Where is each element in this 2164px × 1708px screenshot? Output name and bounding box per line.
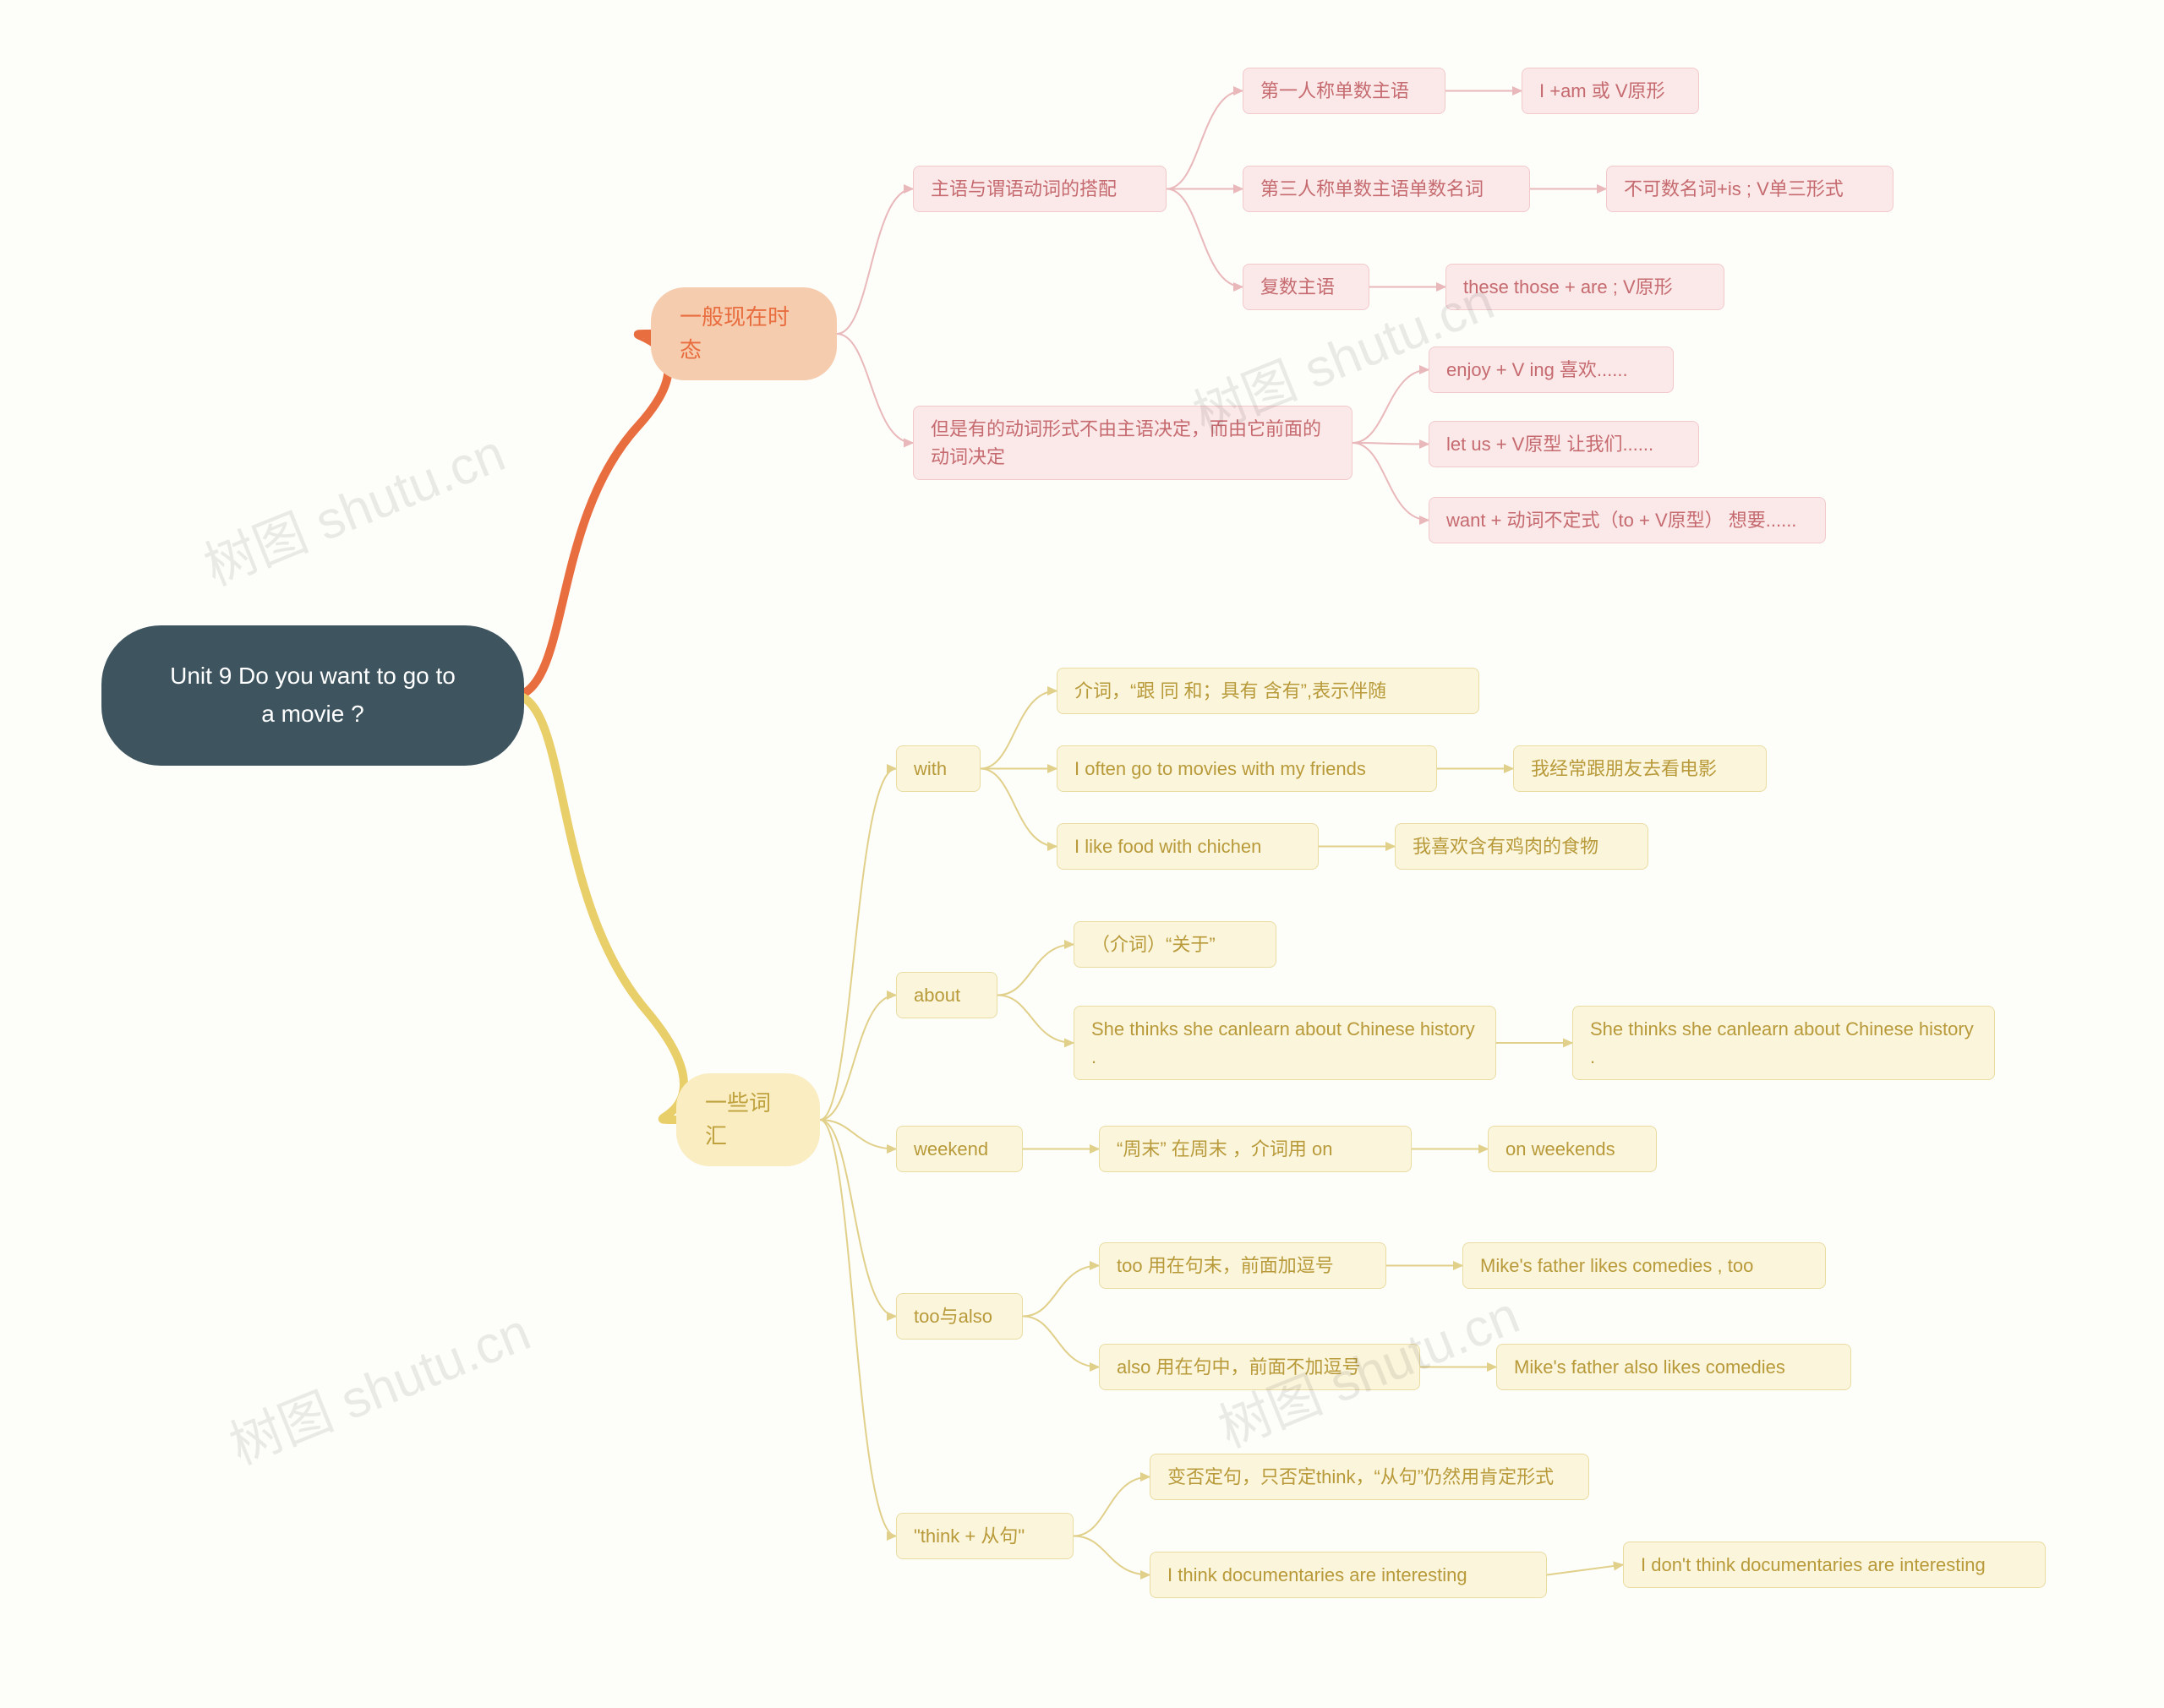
node-b2c1x: on weekends [1488,1126,1657,1172]
node-b2b: about [896,972,997,1018]
node-b2b2: She thinks she canlearn about Chinese hi… [1074,1006,1496,1080]
node-b2a: with [896,745,981,792]
node-b2a1: 介词，“跟 同 和；具有 含有”,表示伴随 [1057,668,1479,714]
node-b2: 一些词汇 [676,1073,820,1166]
node-b2d1x: Mike's father likes comedies , too [1462,1242,1826,1289]
node-b1a3x: these those + are ; V原形 [1445,264,1724,310]
node-b1a: 主语与谓语动词的搭配 [913,166,1167,212]
node-b1b2: let us + V原型 让我们...... [1429,421,1699,467]
node-b2a3x: 我喜欢含有鸡肉的食物 [1395,823,1648,870]
node-b1a2x: 不可数名词+is ; V单三形式 [1606,166,1894,212]
node-b2d1: too 用在句末，前面加逗号 [1099,1242,1386,1289]
node-b1a2: 第三人称单数主语单数名词 [1243,166,1530,212]
node-b2c: weekend [896,1126,1023,1172]
node-b2e2x: I don't think documentaries are interest… [1623,1542,2046,1588]
node-b2a3: I like food with chichen [1057,823,1319,870]
watermark: 树图 shutu.cn [216,1290,539,1479]
node-b2e: "think + 从句" [896,1513,1074,1559]
node-b1b: 但是有的动词形式不由主语决定，而由它前面的动词决定 [913,406,1352,480]
node-b1a1x: I +am 或 V原形 [1522,68,1699,114]
node-b2e1: 变否定句，只否定think，“从句”仍然用肯定形式 [1150,1454,1589,1500]
node-b1: 一般现在时态 [651,287,837,380]
node-b2c1: “周末” 在周末 ，介词用 on [1099,1126,1412,1172]
node-b2d2x: Mike's father also likes comedies [1496,1344,1851,1390]
node-b2d: too与also [896,1293,1023,1340]
node-b2a2: I often go to movies with my friends [1057,745,1437,792]
node-b2b1: （介词）“关于” [1074,921,1276,968]
node-b2e2: I think documentaries are interesting [1150,1552,1547,1598]
node-b1a1: 第一人称单数主语 [1243,68,1445,114]
node-b2b2x: She thinks she canlearn about Chinese hi… [1572,1006,1995,1080]
node-b1a3: 复数主语 [1243,264,1369,310]
watermark: 树图 shutu.cn [191,411,514,600]
node-root: Unit 9 Do you want to go to a movie ? [101,625,524,766]
node-b2d2: also 用在句中，前面不加逗号 [1099,1344,1420,1390]
node-b2a2x: 我经常跟朋友去看电影 [1513,745,1767,792]
node-b1b3: want + 动词不定式（to + V原型） 想要...... [1429,497,1826,543]
node-b1b1: enjoy + V ing 喜欢...... [1429,347,1674,393]
